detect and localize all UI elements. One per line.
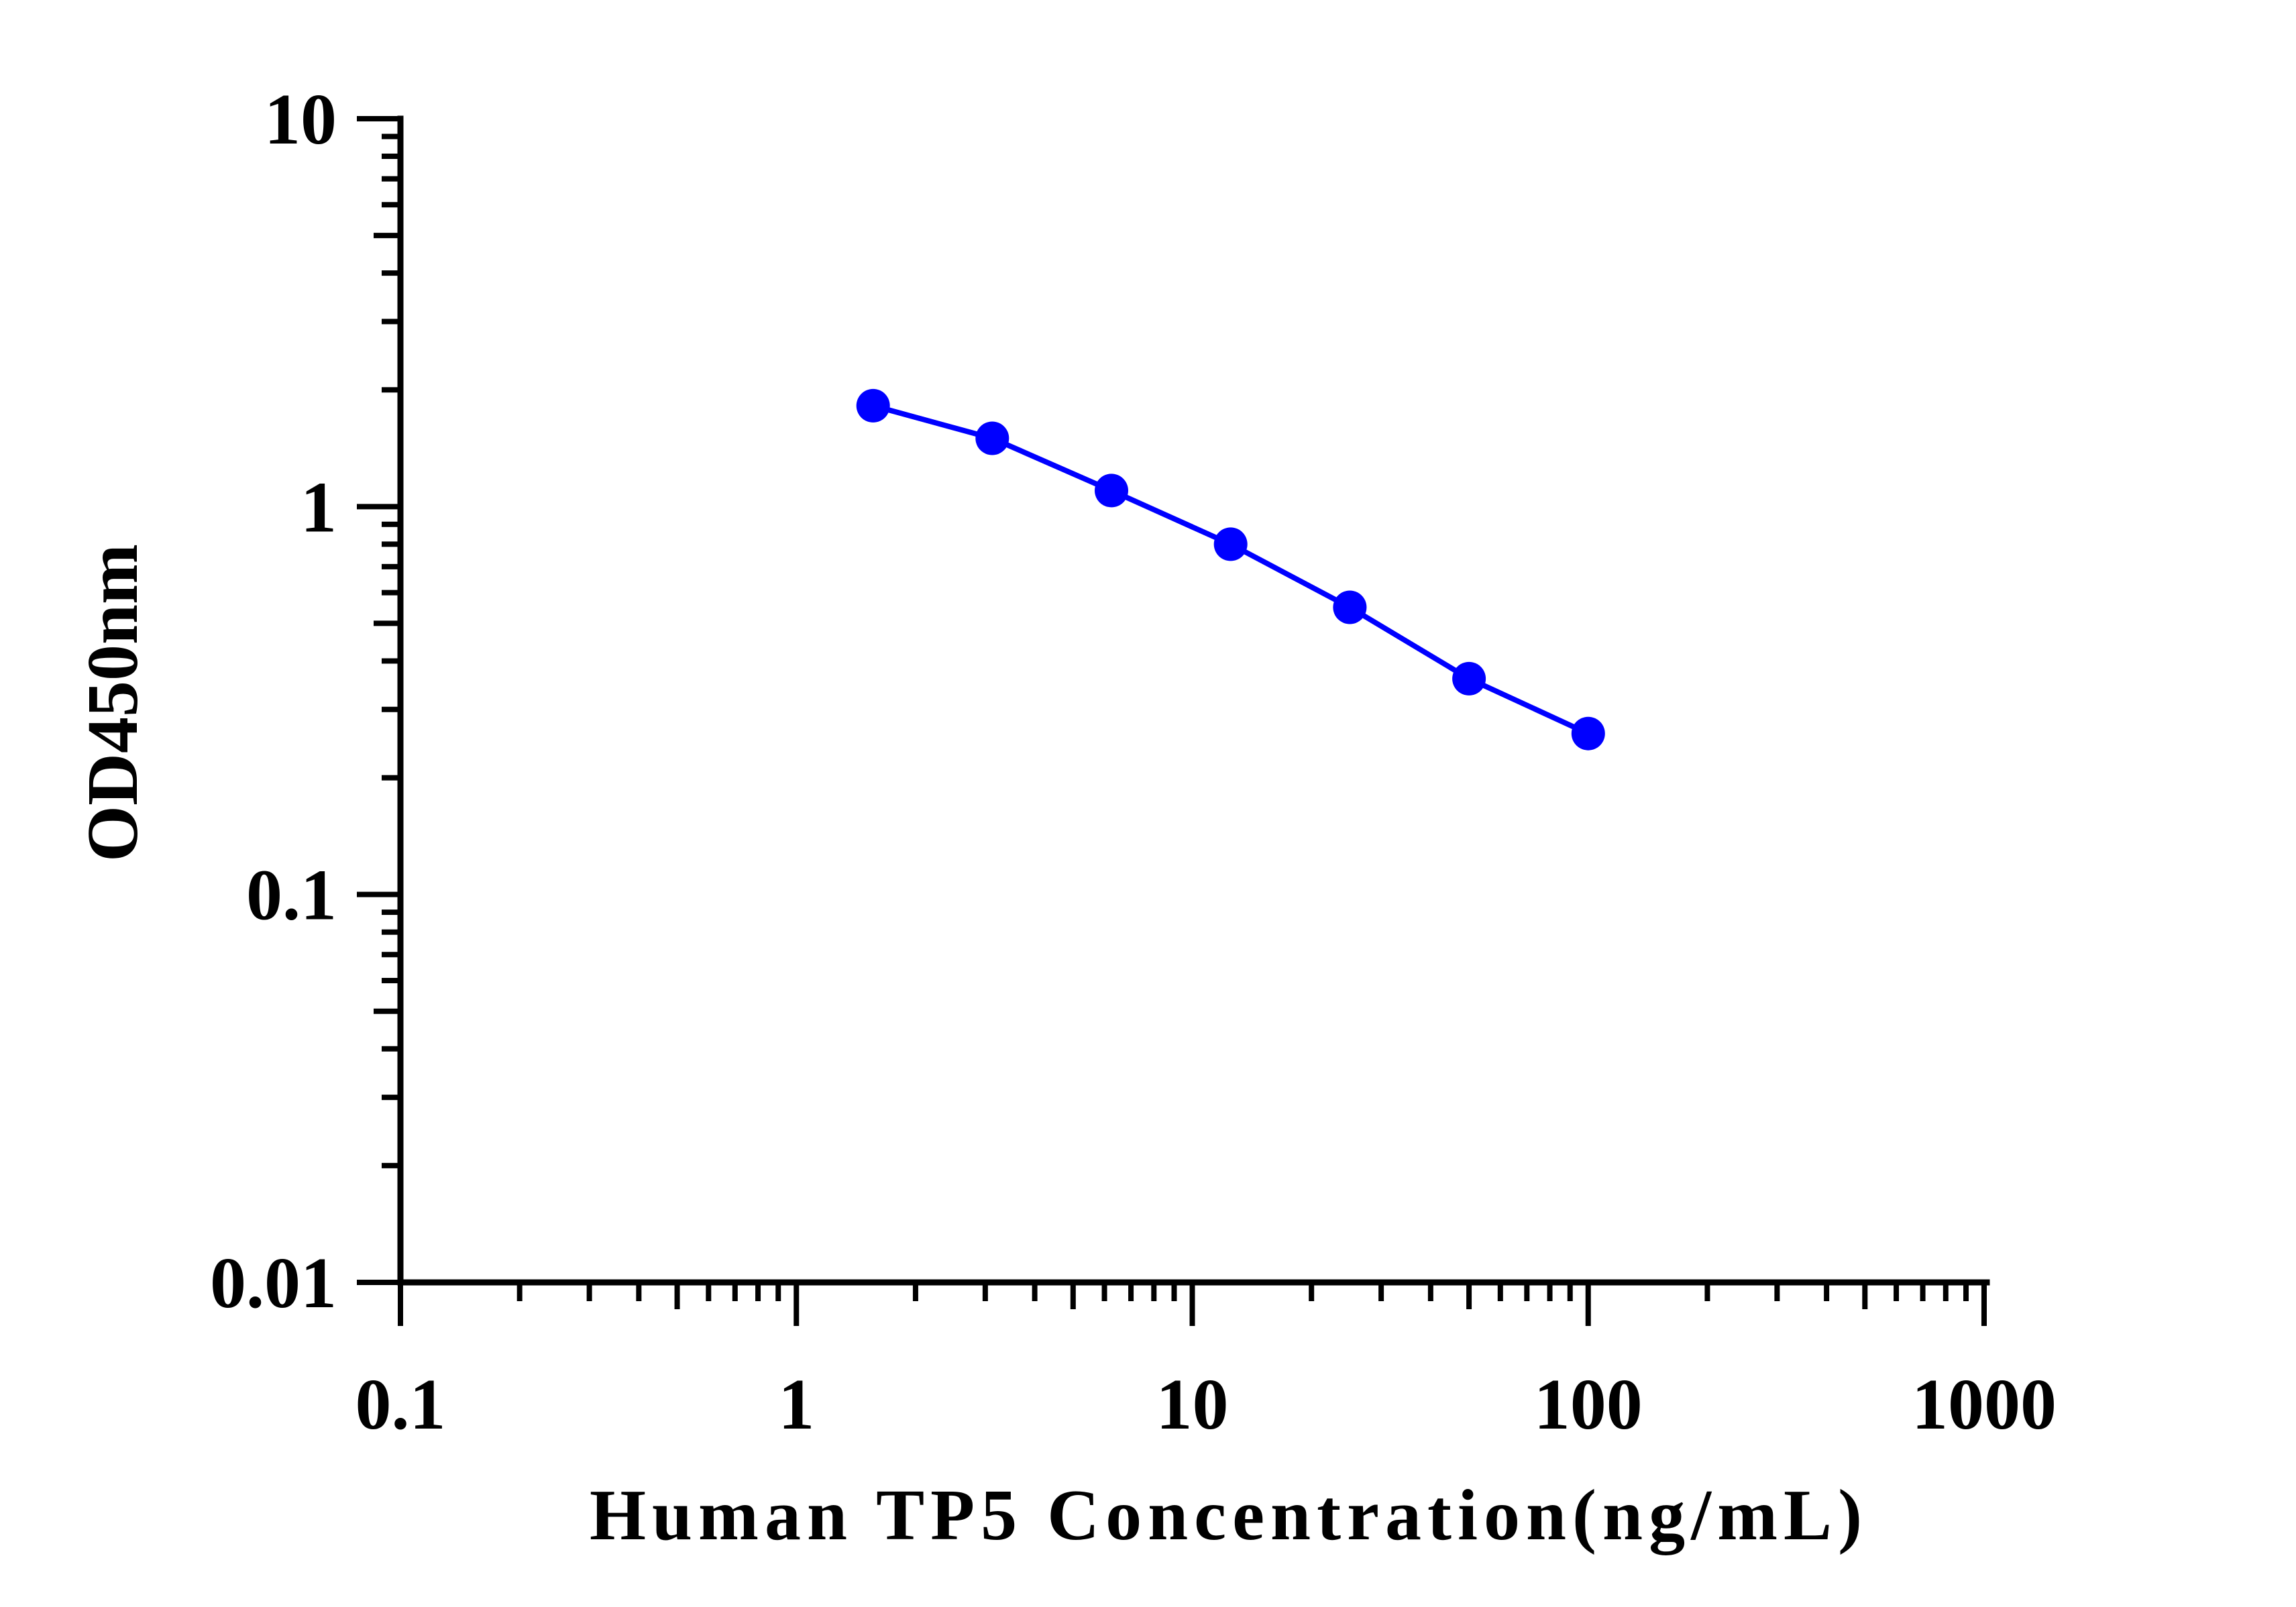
y-axis-title: OD450nm: [73, 544, 153, 862]
data-point: [1452, 661, 1486, 696]
y-tick-label: 10: [264, 80, 337, 160]
data-point: [975, 421, 1009, 455]
data-point: [1571, 716, 1605, 751]
x-axis-title: Human TP5 Concentration(ng/mL): [590, 1476, 1868, 1555]
data-point: [1095, 474, 1128, 508]
data-point: [856, 388, 890, 423]
y-tick-label: 0.1: [246, 856, 337, 936]
x-tick-label: 10: [1156, 1365, 1229, 1445]
data-point: [1333, 590, 1367, 624]
data-point: [1213, 527, 1248, 561]
x-tick-label: 0.1: [356, 1365, 446, 1445]
x-tick-label: 100: [1534, 1365, 1643, 1445]
plot-area: [856, 388, 1605, 751]
y-tick-label: 0.01: [210, 1243, 337, 1323]
x-tick-label: 1000: [1912, 1365, 2057, 1445]
y-tick-label: 1: [300, 467, 337, 547]
x-tick-label: 1: [778, 1365, 814, 1445]
